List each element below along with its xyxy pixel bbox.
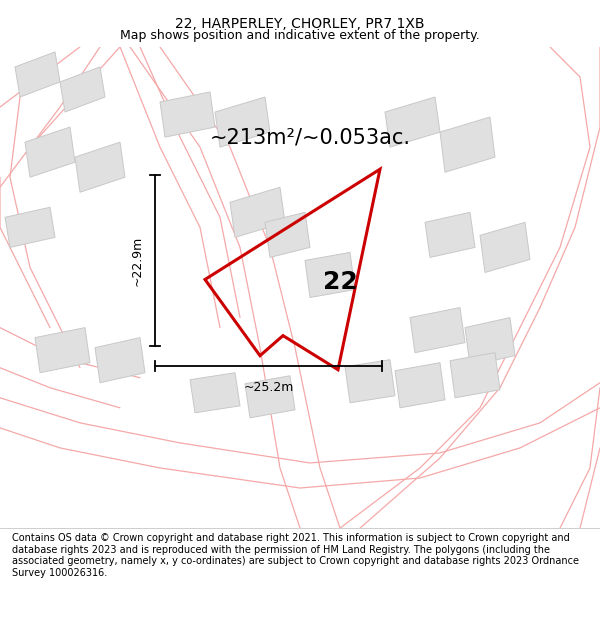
Polygon shape (15, 52, 60, 97)
Text: 22, HARPERLEY, CHORLEY, PR7 1XB: 22, HARPERLEY, CHORLEY, PR7 1XB (175, 17, 425, 31)
Polygon shape (75, 142, 125, 192)
Polygon shape (305, 253, 355, 298)
Polygon shape (385, 97, 440, 147)
Polygon shape (395, 362, 445, 408)
Text: ~25.2m: ~25.2m (244, 381, 293, 394)
Text: Contains OS data © Crown copyright and database right 2021. This information is : Contains OS data © Crown copyright and d… (12, 533, 579, 578)
Text: ~22.9m: ~22.9m (131, 235, 143, 286)
Polygon shape (160, 92, 215, 137)
Polygon shape (265, 213, 310, 258)
Polygon shape (5, 208, 55, 248)
Polygon shape (230, 188, 285, 238)
Polygon shape (190, 372, 240, 413)
Text: 22: 22 (323, 271, 358, 294)
Polygon shape (95, 338, 145, 382)
Text: Map shows position and indicative extent of the property.: Map shows position and indicative extent… (120, 29, 480, 42)
Polygon shape (480, 222, 530, 272)
Polygon shape (25, 127, 75, 178)
Polygon shape (425, 213, 475, 258)
Polygon shape (345, 359, 395, 403)
Polygon shape (440, 117, 495, 172)
Polygon shape (410, 308, 465, 352)
Polygon shape (450, 352, 500, 398)
Text: ~213m²/~0.053ac.: ~213m²/~0.053ac. (210, 127, 411, 147)
Polygon shape (465, 318, 515, 366)
Polygon shape (60, 67, 105, 112)
Polygon shape (215, 97, 270, 147)
Polygon shape (245, 376, 295, 418)
Polygon shape (35, 328, 90, 372)
